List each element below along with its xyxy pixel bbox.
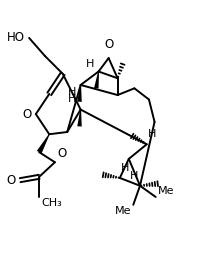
Text: CH₃: CH₃ [41,198,62,208]
Text: O: O [22,108,31,121]
Polygon shape [77,85,82,102]
Polygon shape [37,134,50,153]
Text: H: H [86,59,94,69]
Text: H: H [68,87,76,97]
Text: O: O [57,147,66,160]
Polygon shape [94,72,99,89]
Text: Me: Me [158,186,174,196]
Text: HO: HO [7,31,25,44]
Text: O: O [6,174,16,187]
Text: H: H [68,94,76,104]
Text: O: O [104,38,113,51]
Polygon shape [77,110,82,126]
Text: H: H [148,129,156,139]
Text: H: H [121,163,129,173]
Text: H: H [129,171,138,181]
Text: Me: Me [114,206,131,216]
